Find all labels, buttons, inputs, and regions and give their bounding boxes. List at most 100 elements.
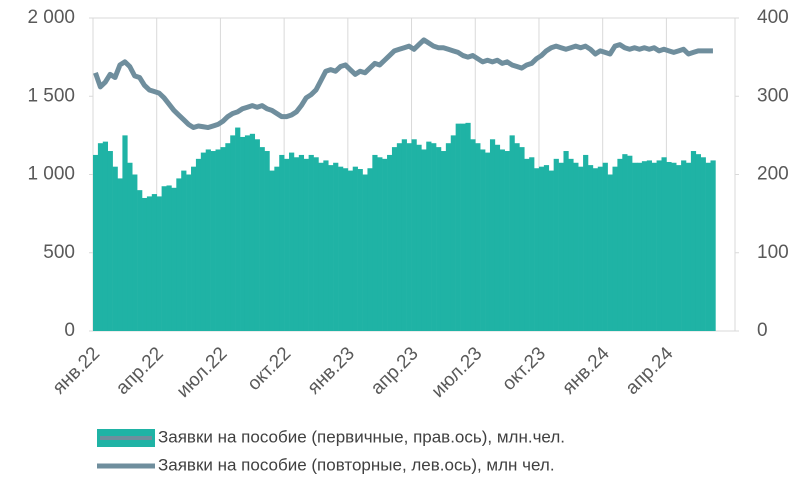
bar bbox=[465, 122, 471, 331]
bar bbox=[436, 147, 442, 331]
bar bbox=[568, 158, 574, 331]
bar bbox=[396, 143, 403, 331]
bar bbox=[636, 162, 643, 331]
legend-label: Заявки на пособие (первичные, прав.ось),… bbox=[158, 427, 565, 446]
bar bbox=[171, 187, 177, 331]
bar bbox=[401, 139, 407, 331]
bar bbox=[538, 166, 545, 331]
bar bbox=[411, 139, 417, 331]
bar bbox=[499, 149, 505, 331]
bar bbox=[573, 162, 579, 331]
bar bbox=[632, 162, 638, 331]
bar bbox=[695, 154, 701, 331]
bar bbox=[681, 160, 687, 331]
bar bbox=[342, 168, 349, 331]
bar bbox=[200, 152, 207, 331]
bar bbox=[323, 160, 329, 331]
bar bbox=[641, 161, 648, 331]
bar bbox=[122, 135, 128, 331]
bar bbox=[372, 154, 378, 331]
bar bbox=[225, 143, 231, 331]
x-tick-label: янв.24 bbox=[558, 343, 614, 399]
bar bbox=[235, 127, 241, 331]
bar bbox=[460, 123, 466, 331]
bar bbox=[156, 196, 162, 331]
bar bbox=[107, 151, 113, 331]
bar bbox=[583, 154, 589, 331]
bar bbox=[666, 161, 672, 331]
bar bbox=[485, 152, 491, 331]
bar bbox=[710, 160, 716, 331]
bar bbox=[421, 149, 427, 331]
x-tick-label: апр.22 bbox=[112, 343, 168, 399]
bar bbox=[450, 135, 456, 331]
bar bbox=[445, 143, 452, 331]
bar bbox=[338, 166, 344, 331]
bar bbox=[524, 158, 530, 331]
bar bbox=[377, 157, 383, 331]
x-tick-label: апр.24 bbox=[622, 343, 678, 399]
x-tick-label: июл.23 bbox=[428, 343, 487, 402]
bar bbox=[504, 151, 510, 331]
bar bbox=[289, 152, 295, 331]
y2-tick-label: 200 bbox=[757, 164, 789, 185]
bar bbox=[529, 157, 535, 331]
y2-tick-label: 400 bbox=[757, 7, 789, 28]
bar bbox=[318, 162, 324, 331]
bar bbox=[514, 143, 520, 331]
y-tick-label: 0 bbox=[64, 320, 75, 341]
bar bbox=[308, 154, 314, 331]
x-tick-label: янв.22 bbox=[49, 343, 104, 398]
bar bbox=[264, 151, 270, 331]
bar bbox=[578, 166, 584, 331]
bar bbox=[161, 186, 167, 331]
bar bbox=[244, 135, 251, 331]
bar bbox=[328, 165, 334, 331]
bar bbox=[700, 157, 706, 331]
bar bbox=[534, 168, 540, 331]
bar bbox=[563, 151, 569, 331]
bar bbox=[494, 144, 501, 331]
bar bbox=[117, 178, 123, 331]
bar bbox=[406, 143, 412, 331]
bar bbox=[142, 197, 148, 331]
y2-tick-label: 0 bbox=[757, 320, 768, 341]
bar bbox=[455, 123, 461, 331]
bar bbox=[519, 147, 525, 331]
legend-label: Заявки на пособие (повторные, лев.ось), … bbox=[158, 455, 555, 474]
y2-tick-label: 300 bbox=[757, 85, 789, 106]
bar bbox=[181, 170, 187, 331]
bar bbox=[367, 168, 373, 331]
bar bbox=[602, 162, 608, 331]
bar bbox=[685, 162, 692, 331]
bar bbox=[548, 170, 554, 331]
y-tick-label: 1 000 bbox=[27, 164, 75, 185]
bar bbox=[195, 158, 202, 331]
line bbox=[93, 37, 713, 131]
bar bbox=[480, 149, 486, 331]
bar bbox=[475, 143, 481, 331]
bar bbox=[93, 154, 99, 331]
bar bbox=[387, 154, 393, 331]
bar bbox=[259, 147, 265, 331]
bar bbox=[112, 166, 118, 331]
bar bbox=[230, 135, 236, 331]
bar bbox=[597, 166, 603, 331]
bar bbox=[622, 154, 628, 331]
bar bbox=[137, 190, 143, 331]
bar bbox=[269, 170, 275, 331]
bar bbox=[191, 166, 197, 331]
bar bbox=[416, 144, 422, 331]
x-tick-label: окт.23 bbox=[498, 343, 550, 395]
bar bbox=[705, 162, 711, 331]
y-tick-label: 500 bbox=[43, 242, 75, 263]
bar bbox=[612, 166, 618, 331]
bar bbox=[249, 133, 256, 331]
bar bbox=[382, 158, 388, 331]
bar bbox=[357, 169, 363, 331]
bar bbox=[440, 151, 447, 331]
bar bbox=[671, 162, 677, 331]
bar bbox=[352, 166, 358, 331]
bar bbox=[279, 154, 285, 331]
y-tick-label: 1 500 bbox=[27, 85, 75, 106]
